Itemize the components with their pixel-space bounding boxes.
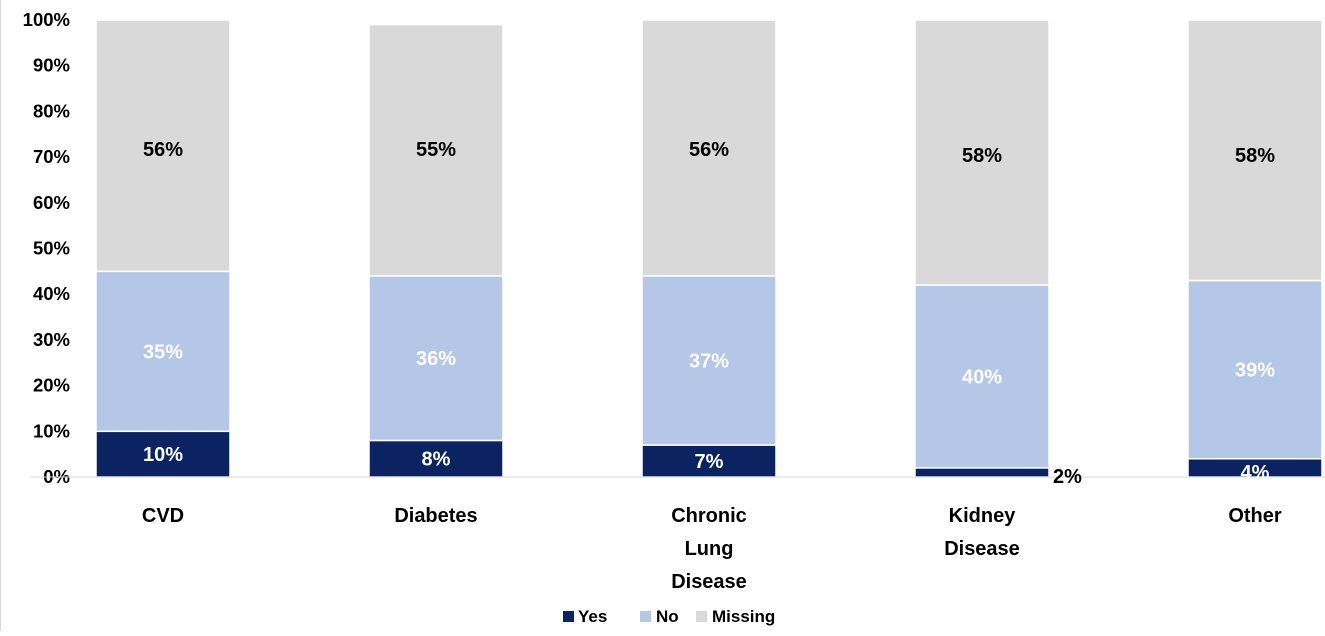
data-label-yes: 10% xyxy=(143,444,183,466)
bar-segment-no xyxy=(95,270,231,433)
x-category-label: Disease xyxy=(944,538,1020,560)
bar-segment-no xyxy=(641,275,777,446)
bar-segment-yes xyxy=(95,430,231,478)
y-tick-label: 30% xyxy=(33,329,70,350)
data-label-no: 39% xyxy=(1235,360,1275,382)
bar-segment-no xyxy=(914,284,1050,469)
y-tick-label: 80% xyxy=(33,100,70,121)
x-category-label: CVD xyxy=(142,505,184,527)
chart-frame-edge xyxy=(0,0,1,631)
bar-segment-missing xyxy=(914,19,1050,286)
legend-label-yes: Yes xyxy=(578,607,607,626)
data-label-no: 35% xyxy=(143,341,183,363)
y-tick-label: 90% xyxy=(33,55,70,76)
data-label-missing: 58% xyxy=(1235,145,1275,167)
y-tick-label: 10% xyxy=(33,420,70,441)
data-label-missing: 58% xyxy=(962,145,1002,167)
x-category-label: Other xyxy=(1228,505,1282,527)
y-tick-label: 50% xyxy=(33,238,70,259)
legend-label-missing: Missing xyxy=(712,607,775,626)
x-category-label: Disease xyxy=(671,571,747,593)
y-tick-label: 20% xyxy=(33,375,70,396)
x-category-label: Chronic xyxy=(671,505,747,527)
data-label-no: 40% xyxy=(962,366,1002,388)
y-tick-label: 40% xyxy=(33,283,70,304)
y-tick-label: 60% xyxy=(33,192,70,213)
bar-segment-missing xyxy=(1187,19,1323,282)
x-category-label: Diabetes xyxy=(394,505,477,527)
x-category-label: Lung xyxy=(685,538,734,560)
data-label-missing: 55% xyxy=(416,139,456,161)
bar-segment-missing xyxy=(641,19,777,277)
legend-label-no: No xyxy=(656,607,679,626)
data-label-no: 37% xyxy=(689,350,729,372)
bar-segment-missing xyxy=(95,19,231,273)
data-label-missing: 56% xyxy=(143,139,183,161)
data-label-yes: 7% xyxy=(695,451,724,473)
legend-swatch-yes xyxy=(563,611,574,622)
data-label-no: 36% xyxy=(416,348,456,370)
bar-segment-missing xyxy=(368,23,504,277)
data-label-yes: 8% xyxy=(422,449,451,471)
y-tick-label: 100% xyxy=(23,9,70,30)
y-tick-label: 70% xyxy=(33,146,70,167)
legend-swatch-missing xyxy=(696,611,707,622)
bar-segment-yes xyxy=(914,467,1050,478)
data-label-yes: 2% xyxy=(1053,466,1082,488)
data-label-missing: 56% xyxy=(689,139,729,161)
x-category-label: Kidney xyxy=(949,505,1017,527)
data-label-yes: 4% xyxy=(1241,462,1270,484)
bar-segment-yes xyxy=(368,439,504,478)
bar-segment-yes xyxy=(641,444,777,478)
legend-swatch-no xyxy=(640,611,651,622)
